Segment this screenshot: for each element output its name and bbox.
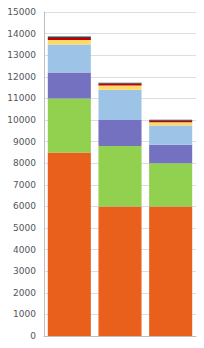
svg-text:5000: 5000 xyxy=(13,223,36,233)
svg-text:14000: 14000 xyxy=(7,29,36,39)
svg-text:15000: 15000 xyxy=(7,7,36,17)
svg-text:7000: 7000 xyxy=(13,180,36,190)
svg-text:9000: 9000 xyxy=(13,137,36,147)
svg-text:0: 0 xyxy=(30,331,36,341)
svg-text:2000: 2000 xyxy=(13,288,36,298)
svg-text:3000: 3000 xyxy=(13,266,36,276)
svg-text:1000: 1000 xyxy=(13,309,36,319)
svg-text:6000: 6000 xyxy=(13,201,36,211)
svg-text:11000: 11000 xyxy=(7,93,36,103)
svg-text:4000: 4000 xyxy=(13,245,36,255)
svg-text:8000: 8000 xyxy=(13,158,36,168)
svg-text:12000: 12000 xyxy=(7,72,36,82)
svg-text:13000: 13000 xyxy=(7,50,36,60)
svg-text:10000: 10000 xyxy=(7,115,36,125)
